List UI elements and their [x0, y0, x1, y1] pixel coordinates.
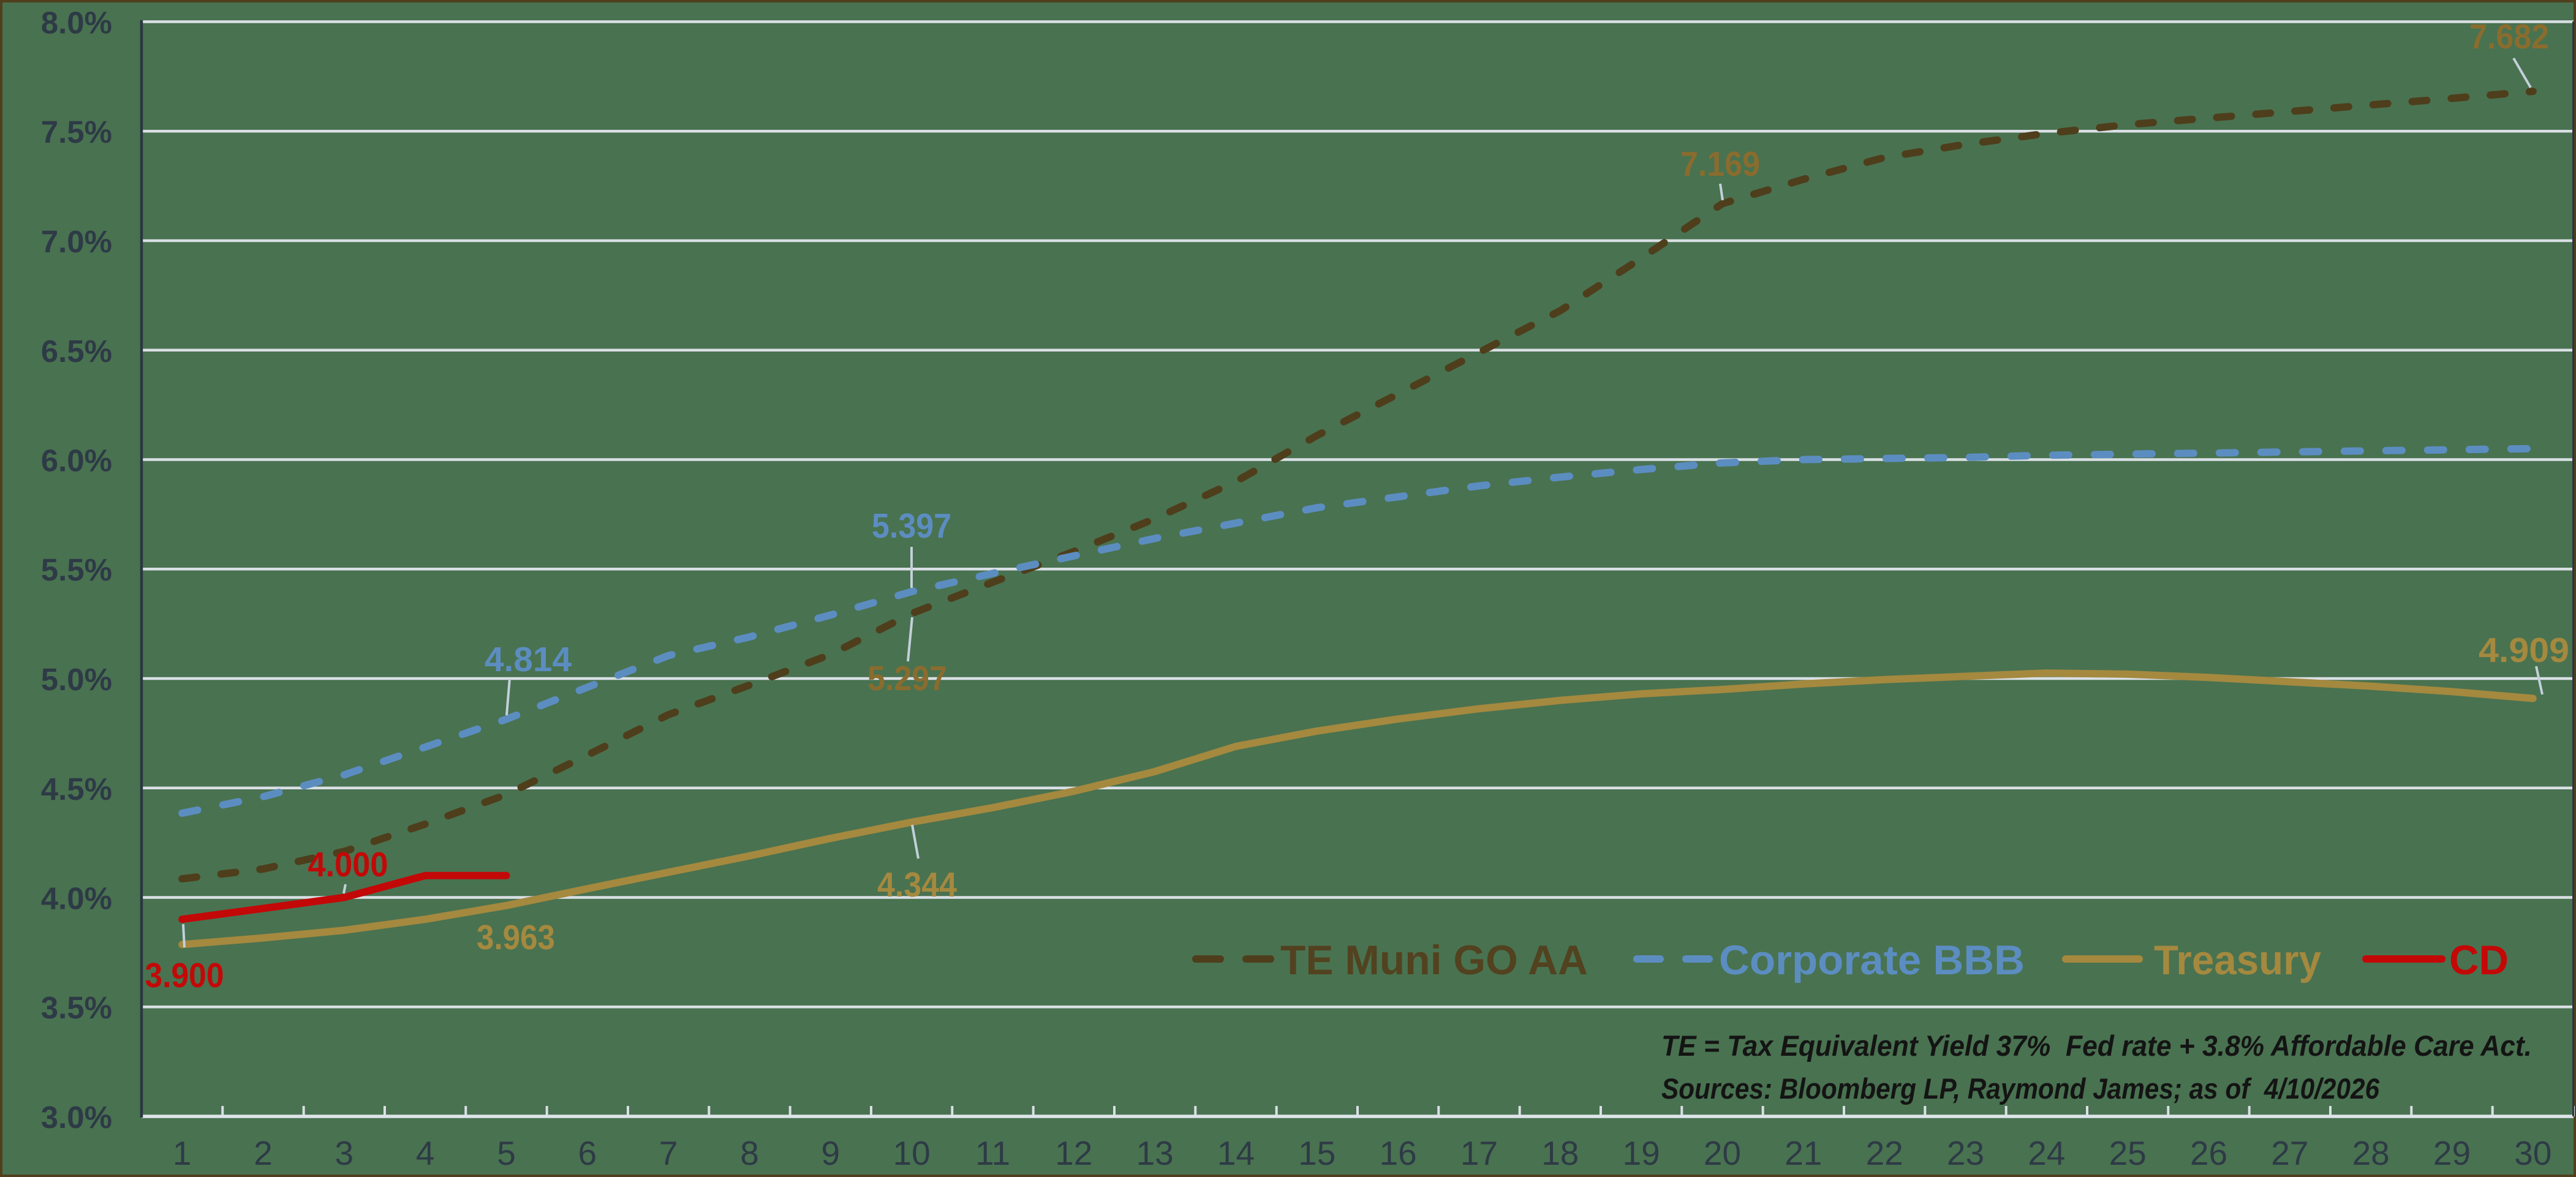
svg-text:30: 30 — [2514, 1134, 2551, 1172]
svg-text:13: 13 — [1136, 1134, 1174, 1172]
svg-text:17: 17 — [1460, 1134, 1498, 1172]
svg-text:18: 18 — [1541, 1134, 1579, 1172]
svg-text:4.5%: 4.5% — [41, 772, 112, 807]
svg-text:Corporate BBB: Corporate BBB — [1719, 937, 2025, 983]
svg-text:4.344: 4.344 — [877, 865, 957, 904]
svg-text:4.0%: 4.0% — [41, 881, 112, 916]
svg-text:Treasury: Treasury — [2154, 937, 2321, 983]
svg-text:19: 19 — [1623, 1134, 1660, 1172]
svg-text:6: 6 — [578, 1134, 597, 1172]
svg-text:4.000: 4.000 — [308, 845, 388, 884]
svg-text:12: 12 — [1055, 1134, 1092, 1172]
svg-text:4.909: 4.909 — [2479, 631, 2569, 670]
svg-text:7.5%: 7.5% — [41, 115, 112, 149]
svg-text:6.5%: 6.5% — [41, 334, 112, 369]
svg-text:5.0%: 5.0% — [41, 662, 112, 697]
svg-text:10: 10 — [893, 1134, 931, 1172]
svg-text:7.169: 7.169 — [1680, 145, 1760, 184]
svg-text:21: 21 — [1785, 1134, 1822, 1172]
svg-text:5: 5 — [497, 1134, 516, 1172]
svg-text:TE Muni GO AA: TE Muni GO AA — [1280, 937, 1588, 983]
svg-text:27: 27 — [2271, 1134, 2308, 1172]
svg-text:22: 22 — [1866, 1134, 1903, 1172]
svg-text:7.0%: 7.0% — [41, 224, 112, 259]
svg-text:20: 20 — [1704, 1134, 1741, 1172]
svg-text:1: 1 — [173, 1134, 192, 1172]
svg-text:28: 28 — [2352, 1134, 2390, 1172]
svg-text:26: 26 — [2190, 1134, 2227, 1172]
svg-text:14: 14 — [1217, 1134, 1255, 1172]
svg-text:3.0%: 3.0% — [41, 1100, 112, 1135]
svg-text:16: 16 — [1380, 1134, 1417, 1172]
svg-text:5.297: 5.297 — [867, 659, 947, 698]
svg-text:8: 8 — [740, 1134, 759, 1172]
svg-text:3.5%: 3.5% — [41, 990, 112, 1025]
svg-text:11: 11 — [975, 1134, 1010, 1172]
svg-text:29: 29 — [2433, 1134, 2471, 1172]
svg-text:3: 3 — [335, 1134, 354, 1172]
svg-text:7: 7 — [659, 1134, 678, 1172]
svg-text:4.814: 4.814 — [485, 640, 572, 679]
svg-text:4: 4 — [416, 1134, 435, 1172]
svg-text:3.900: 3.900 — [145, 956, 224, 995]
svg-text:CD: CD — [2449, 937, 2509, 983]
svg-text:5.397: 5.397 — [872, 506, 951, 546]
svg-text:5.5%: 5.5% — [41, 552, 112, 587]
svg-text:9: 9 — [822, 1134, 840, 1172]
svg-text:25: 25 — [2109, 1134, 2147, 1172]
svg-text:15: 15 — [1298, 1134, 1335, 1172]
svg-text:3.963: 3.963 — [477, 918, 555, 957]
svg-text:2: 2 — [254, 1134, 273, 1172]
svg-text:6.0%: 6.0% — [41, 443, 112, 478]
svg-text:TE = Tax Equivalent Yield 37%: TE = Tax Equivalent Yield 37% Fed rate +… — [1661, 1029, 2532, 1062]
svg-text:7.682: 7.682 — [2469, 17, 2549, 56]
svg-text:Sources: Bloomberg LP, Raymond: Sources: Bloomberg LP, Raymond James; as… — [1661, 1072, 2380, 1105]
svg-text:24: 24 — [2028, 1134, 2065, 1172]
svg-text:8.0%: 8.0% — [41, 6, 112, 40]
svg-text:23: 23 — [1947, 1134, 1984, 1172]
